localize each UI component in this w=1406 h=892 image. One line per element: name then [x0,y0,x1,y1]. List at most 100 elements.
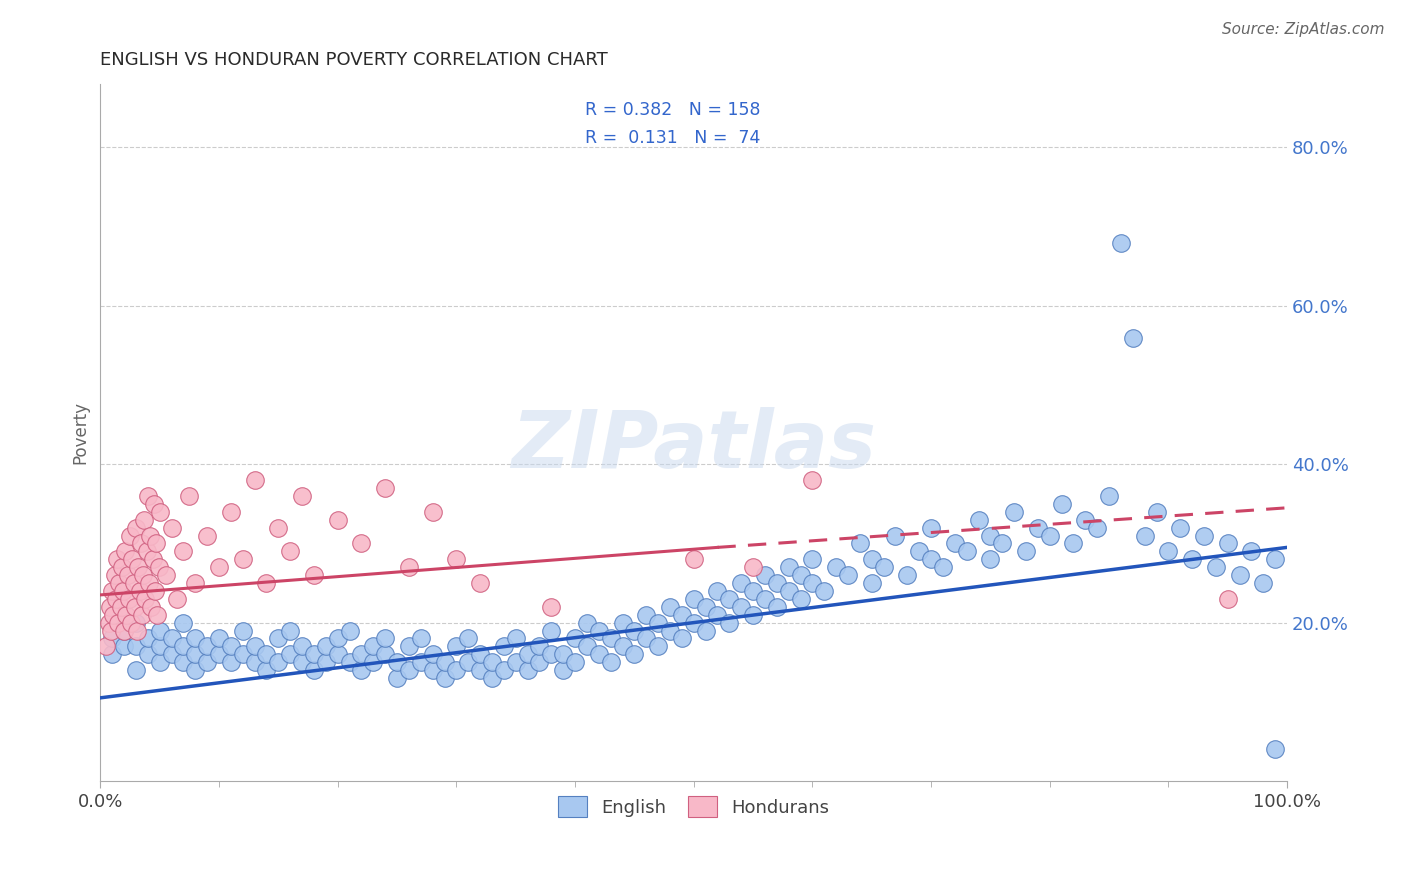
Point [956,544,979,558]
Point [97,615,120,630]
Point [529,640,551,654]
Point [136,489,159,503]
Point [184,632,207,646]
Point [492,640,515,654]
Point [302,648,325,662]
Point [529,655,551,669]
Point [374,481,396,495]
Point [908,544,931,558]
Point [1168,520,1191,534]
Point [730,599,752,614]
Text: R =  0.131   N =  74: R = 0.131 N = 74 [585,128,759,146]
Point [256,663,278,677]
Point [872,560,894,574]
Point [623,624,645,638]
Point [991,536,1014,550]
Point [1062,536,1084,550]
Point [1240,544,1263,558]
Point [149,655,172,669]
Point [243,640,266,654]
Point [825,560,848,574]
Text: ZIPatlas: ZIPatlas [512,408,876,485]
Point [232,624,254,638]
Point [195,528,218,542]
Point [516,648,538,662]
Point [1133,528,1156,542]
Point [540,599,562,614]
Point [108,576,131,591]
Point [1109,235,1132,250]
Point [1098,489,1121,503]
Point [350,536,373,550]
Point [243,473,266,487]
Point [326,632,349,646]
Point [385,655,408,669]
Point [492,663,515,677]
Point [695,599,717,614]
Point [979,528,1001,542]
Point [363,655,385,669]
Y-axis label: Poverty: Poverty [72,401,89,464]
Point [1074,513,1097,527]
Point [1122,330,1144,344]
Point [1050,497,1073,511]
Point [125,640,148,654]
Point [96,640,118,654]
Point [278,544,301,558]
Point [208,560,231,574]
Point [184,648,207,662]
Point [801,473,824,487]
Point [801,552,824,566]
Point [166,591,188,606]
Point [131,607,153,622]
Point [706,607,728,622]
Point [98,599,121,614]
Point [446,640,468,654]
Point [468,576,491,591]
Point [339,655,361,669]
Point [155,568,177,582]
Point [120,615,142,630]
Point [599,632,621,646]
Point [730,576,752,591]
Point [112,624,135,638]
Point [422,505,444,519]
Point [422,648,444,662]
Point [291,655,314,669]
Point [118,528,141,542]
Point [146,607,169,622]
Point [967,513,990,527]
Point [160,632,183,646]
Point [134,591,156,606]
Point [149,640,172,654]
Point [117,568,139,582]
Point [291,640,314,654]
Point [219,640,242,654]
Point [363,640,385,654]
Point [682,552,704,566]
Point [398,663,420,677]
Point [481,655,503,669]
Point [139,528,162,542]
Point [636,607,658,622]
Point [742,560,765,574]
Point [135,544,157,558]
Point [208,648,231,662]
Text: R = 0.382   N = 158: R = 0.382 N = 158 [585,101,761,119]
Point [219,655,242,669]
Point [148,560,170,574]
Point [682,591,704,606]
Point [179,489,201,503]
Point [278,648,301,662]
Point [671,607,693,622]
Point [564,655,586,669]
Point [1015,544,1038,558]
Point [172,544,194,558]
Point [718,615,741,630]
Point [374,648,396,662]
Point [754,591,776,606]
Point [339,624,361,638]
Point [422,663,444,677]
Point [765,599,787,614]
Point [932,560,955,574]
